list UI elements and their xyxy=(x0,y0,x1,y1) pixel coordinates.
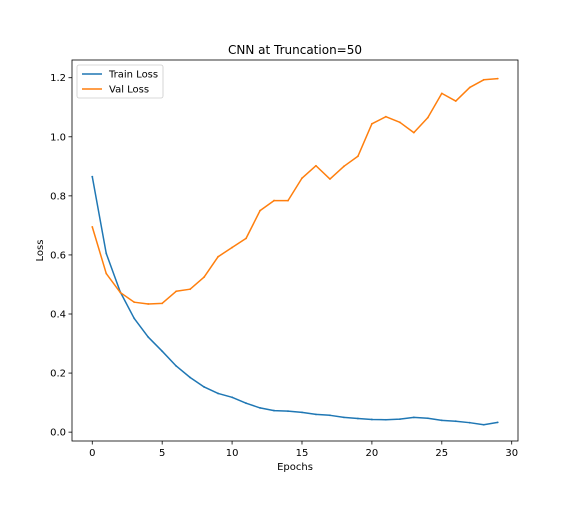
val-loss-point xyxy=(468,86,471,89)
val-loss-point xyxy=(440,92,443,95)
train-loss-point xyxy=(398,418,401,421)
val-loss-point xyxy=(357,155,359,158)
y-tick-label: 1.0 xyxy=(50,132,66,143)
y-tick-label: 0.2 xyxy=(50,369,66,380)
train-loss-point xyxy=(245,402,247,405)
val-loss-point xyxy=(426,116,429,119)
y-axis-ticks: 0.0 0.2 0.4 0.6 0.8 1.0 1.2 xyxy=(50,73,72,439)
val-loss-point xyxy=(482,78,485,81)
val-loss-point xyxy=(147,303,150,305)
val-loss-point xyxy=(203,276,206,278)
val-loss-point xyxy=(189,288,192,291)
val-loss-line xyxy=(91,77,498,305)
train-loss-point xyxy=(259,407,261,409)
val-loss-point xyxy=(343,165,345,168)
y-tick-label: 0.8 xyxy=(50,191,66,202)
val-loss-point xyxy=(119,291,122,294)
chart-title: CNN at Truncation=50 xyxy=(228,43,362,57)
val-loss-point xyxy=(454,100,457,102)
y-tick-label: 0.4 xyxy=(50,310,66,321)
train-loss-point xyxy=(189,376,192,379)
y-tick-label: 1.2 xyxy=(50,73,66,84)
train-loss-point xyxy=(440,419,443,422)
val-loss-point xyxy=(370,122,373,125)
train-loss-point xyxy=(301,411,303,414)
train-loss-point xyxy=(468,421,471,424)
train-loss-point xyxy=(231,396,233,399)
val-loss-point xyxy=(398,121,401,124)
val-loss-point xyxy=(329,178,331,180)
train-loss-point xyxy=(329,414,331,417)
train-loss-point xyxy=(454,420,457,423)
train-loss-point xyxy=(133,317,136,320)
val-loss-point xyxy=(161,302,164,305)
val-loss-point xyxy=(496,77,499,80)
x-tick-label: 30 xyxy=(505,448,518,459)
x-axis-ticks: 0 5 10 15 20 25 30 xyxy=(89,441,518,459)
train-loss-point xyxy=(161,350,164,353)
train-loss-point xyxy=(287,410,289,413)
val-loss-point xyxy=(315,164,317,167)
val-loss-point xyxy=(217,255,220,258)
x-tick-label: 15 xyxy=(296,448,309,459)
train-loss-point xyxy=(217,392,220,395)
train-loss-point xyxy=(203,386,206,388)
val-loss-point xyxy=(273,199,275,202)
train-loss-point xyxy=(315,413,317,416)
legend: Train Loss Val Loss xyxy=(76,64,164,99)
train-loss-point xyxy=(105,252,108,255)
train-loss-point xyxy=(426,417,429,420)
val-loss-point xyxy=(133,301,136,304)
y-tick-label: 0.0 xyxy=(50,428,66,439)
val-loss-point xyxy=(412,131,415,134)
train-loss-point xyxy=(370,418,373,421)
x-tick-label: 20 xyxy=(366,448,379,459)
plot-lines xyxy=(91,77,499,426)
plot-frame xyxy=(71,59,519,442)
x-tick-label: 10 xyxy=(226,448,239,459)
x-tick-label: 5 xyxy=(159,448,165,459)
val-loss-legend-label: Val Loss xyxy=(109,85,149,96)
train-loss-point xyxy=(91,175,94,178)
x-axis-label: Epochs xyxy=(277,462,313,473)
train-loss-point xyxy=(357,417,359,420)
train-loss-legend-label: Train Loss xyxy=(108,70,158,81)
train-loss-point xyxy=(384,418,387,421)
val-loss-point xyxy=(91,225,94,228)
x-tick-label: 25 xyxy=(435,448,448,459)
train-loss-point xyxy=(496,421,499,424)
x-tick-label: 0 xyxy=(89,448,95,459)
train-loss-line xyxy=(91,176,498,426)
train-loss-point xyxy=(343,416,345,419)
val-loss-point xyxy=(105,272,108,275)
val-loss-point xyxy=(259,209,261,212)
val-loss-point xyxy=(384,115,387,118)
y-axis-label: Loss xyxy=(35,240,46,262)
train-loss-point xyxy=(147,336,150,338)
train-loss-point xyxy=(412,416,415,419)
val-loss-point xyxy=(301,177,303,180)
val-loss-point xyxy=(245,237,247,240)
val-loss-point xyxy=(287,199,289,202)
y-tick-label: 0.6 xyxy=(50,250,66,261)
val-loss-point xyxy=(231,246,233,249)
train-loss-point xyxy=(482,423,485,426)
train-loss-point xyxy=(175,365,178,367)
val-loss-point xyxy=(175,290,178,293)
train-loss-point xyxy=(273,409,275,412)
